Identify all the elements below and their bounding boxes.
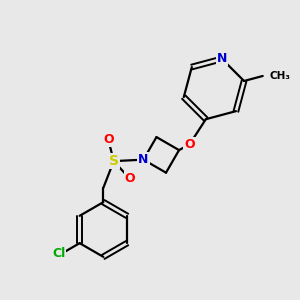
Text: Cl: Cl: [52, 248, 65, 260]
Text: CH₃: CH₃: [269, 71, 290, 81]
Text: O: O: [103, 133, 114, 146]
Text: O: O: [125, 172, 135, 185]
Text: N: N: [138, 153, 148, 166]
Text: O: O: [184, 138, 195, 151]
Text: N: N: [217, 52, 227, 65]
Text: S: S: [109, 154, 119, 168]
